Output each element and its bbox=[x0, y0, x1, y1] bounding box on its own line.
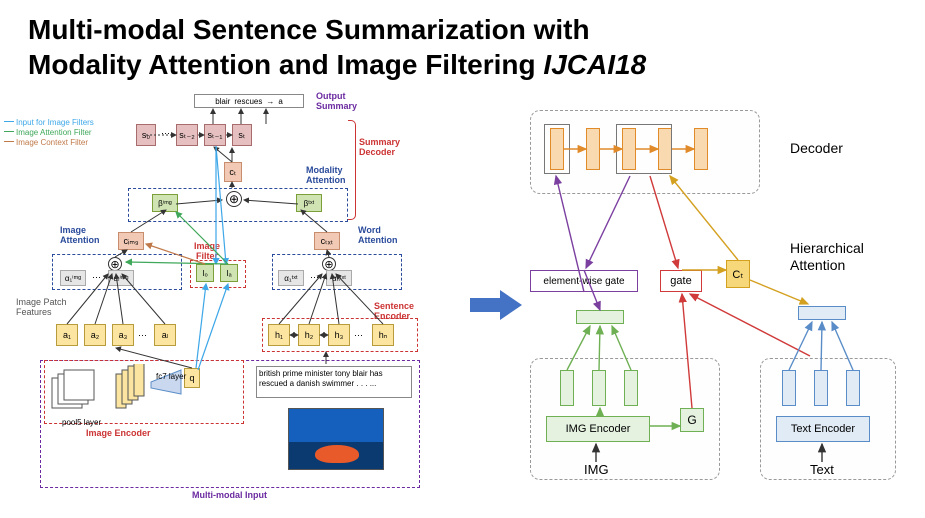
ew-gate: element-wise gate bbox=[530, 270, 638, 292]
q-node: q bbox=[184, 368, 200, 388]
label-image-patch: Image Patch Features bbox=[16, 298, 67, 318]
attended-img bbox=[576, 310, 624, 324]
legend-swatch-1 bbox=[4, 121, 14, 122]
txt-vec-2 bbox=[846, 370, 860, 406]
a3: a₃ bbox=[112, 324, 134, 346]
a1: a₁ bbox=[56, 324, 78, 346]
img-attn-sum: ⊕ bbox=[108, 257, 122, 271]
state-st1: sₜ₋₁ bbox=[204, 124, 226, 146]
page-title: Multi-modal Sentence Summarization with … bbox=[28, 12, 646, 82]
image-encoder-box bbox=[44, 360, 244, 424]
aL: aₗ bbox=[154, 324, 176, 346]
label-fc7: fc7 layer bbox=[156, 372, 186, 381]
output-tokens: blair rescues→a bbox=[194, 94, 304, 108]
h3: h₃ bbox=[328, 324, 350, 346]
if-ic: Iₒ bbox=[196, 264, 214, 282]
attended-txt bbox=[798, 306, 846, 320]
dec-first-box bbox=[544, 124, 570, 174]
state-s0: s₀ bbox=[136, 124, 156, 146]
label-modality-attn: Modality Attention bbox=[306, 166, 346, 186]
out-tok-1: rescues bbox=[234, 97, 262, 106]
legend-swatch-2 bbox=[4, 131, 14, 132]
out-tok-0: blair bbox=[215, 97, 230, 106]
label-image-encoder: Image Encoder bbox=[86, 428, 151, 438]
h1: h₁ bbox=[268, 324, 290, 346]
c-img: cᵢₘ₉ bbox=[118, 232, 144, 250]
out-tok-2: a bbox=[278, 97, 282, 106]
if-ia: Iₐ bbox=[220, 264, 238, 282]
alpha-img-L: αₗⁱᵐᵍ bbox=[108, 270, 134, 286]
c-txt: cₜₓₜ bbox=[314, 232, 340, 250]
label-mm-input: Multi-modal Input bbox=[192, 490, 267, 500]
label-summary-decoder: Summary Decoder bbox=[359, 138, 400, 158]
img-vec-0 bbox=[560, 370, 574, 406]
alpha-txt-N: αₙᵗˣᵗ bbox=[326, 270, 352, 286]
dec-4 bbox=[694, 128, 708, 170]
label-output-summary: Output Summary bbox=[316, 92, 357, 112]
label-image-filter: Image Filter bbox=[194, 242, 220, 262]
left-diagram: Input for Image Filters Image Attention … bbox=[16, 92, 456, 508]
legend-item-2: Image Attention Filter bbox=[16, 128, 92, 137]
g-node: G bbox=[680, 408, 704, 432]
state-st2: sₜ₋₂ bbox=[176, 124, 198, 146]
venue: IJCAI18 bbox=[543, 49, 646, 80]
state-st: sₜ bbox=[232, 124, 252, 146]
legend-item-1: Input for Image Filters bbox=[16, 118, 94, 127]
title-line2: Modality Attention and Image Filtering bbox=[28, 49, 536, 80]
brace-decoder bbox=[348, 120, 356, 220]
word-attn-sum: ⊕ bbox=[322, 257, 336, 271]
txt-encoder: Text Encoder bbox=[776, 416, 870, 442]
alpha-img-1: α₁ⁱᵐᵍ bbox=[60, 270, 86, 286]
hN: hₙ bbox=[372, 324, 394, 346]
label-img: IMG bbox=[584, 462, 609, 477]
img-encoder: IMG Encoder bbox=[546, 416, 650, 442]
sentence-text: british prime minister tony blair has re… bbox=[256, 366, 412, 398]
dec-1 bbox=[586, 128, 600, 170]
txt-vec-0 bbox=[782, 370, 796, 406]
modality-sum: ⊕ bbox=[226, 191, 242, 207]
label-decoder: Decoder bbox=[790, 140, 843, 156]
img-vec-2 bbox=[624, 370, 638, 406]
big-arrow-icon bbox=[470, 290, 522, 320]
dec-focus-box bbox=[616, 124, 672, 174]
h2: h₂ bbox=[298, 324, 320, 346]
label-word-attn: Word Attention bbox=[358, 226, 398, 246]
photo-placeholder bbox=[288, 408, 384, 470]
title-line1: Multi-modal Sentence Summarization with bbox=[28, 14, 590, 45]
a2: a₂ bbox=[84, 324, 106, 346]
label-pool5: pool5 layer bbox=[62, 418, 101, 427]
ct-node: cₜ bbox=[224, 162, 242, 182]
beta-txt: βᵗˣᵗ bbox=[296, 194, 322, 212]
label-text: Text bbox=[810, 462, 834, 477]
gate: gate bbox=[660, 270, 702, 292]
txt-vec-1 bbox=[814, 370, 828, 406]
label-hier-attn: Hierarchical Attention bbox=[790, 240, 864, 274]
right-diagram: Decoder Hierarchical Attention element-w… bbox=[530, 110, 910, 500]
legend-item-3: Image Context Filter bbox=[16, 138, 88, 147]
alpha-txt-1: α₁ᵗˣᵗ bbox=[278, 270, 304, 286]
ct-right: Cₜ bbox=[726, 260, 750, 288]
label-image-attn: Image Attention bbox=[60, 226, 100, 246]
img-vec-1 bbox=[592, 370, 606, 406]
legend-swatch-3 bbox=[4, 141, 14, 142]
beta-img: βⁱᵐᵍ bbox=[152, 194, 178, 212]
